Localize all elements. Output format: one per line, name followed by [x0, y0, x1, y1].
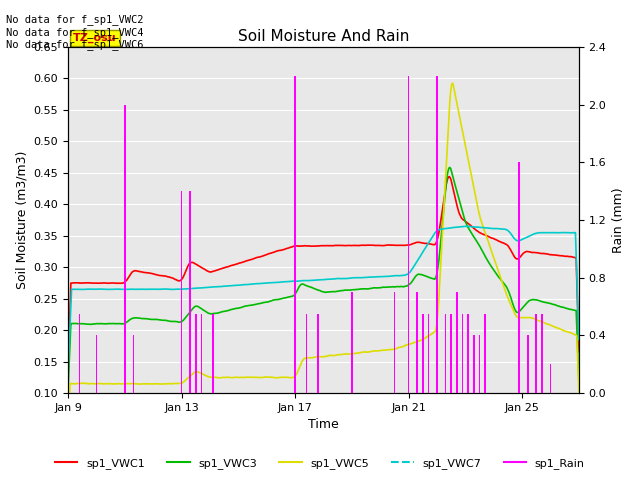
Bar	[79, 314, 80, 393]
Y-axis label: Rain (mm): Rain (mm)	[612, 187, 625, 253]
Bar	[189, 191, 191, 393]
Bar	[451, 314, 452, 393]
Bar	[132, 336, 134, 393]
Title: Soil Moisture And Rain: Soil Moisture And Rain	[237, 29, 409, 44]
Bar	[527, 336, 529, 393]
Bar	[317, 314, 319, 393]
Bar	[200, 314, 202, 393]
Bar	[461, 314, 463, 393]
Bar	[550, 364, 551, 393]
Bar	[212, 314, 214, 393]
Bar	[180, 191, 182, 393]
Bar	[484, 314, 486, 393]
Bar	[416, 292, 418, 393]
Bar	[394, 292, 395, 393]
Bar	[541, 314, 543, 393]
Bar	[408, 76, 410, 393]
Bar	[294, 76, 296, 393]
Bar	[124, 105, 125, 393]
Bar	[456, 292, 458, 393]
Bar	[479, 336, 480, 393]
Text: TZ_osu: TZ_osu	[73, 33, 116, 44]
Bar	[518, 162, 520, 393]
Bar	[422, 314, 424, 393]
Bar	[436, 76, 438, 393]
Y-axis label: Soil Moisture (m3/m3): Soil Moisture (m3/m3)	[15, 151, 28, 289]
Bar	[536, 314, 537, 393]
Legend: sp1_VWC1, sp1_VWC3, sp1_VWC5, sp1_VWC7, sp1_Rain: sp1_VWC1, sp1_VWC3, sp1_VWC5, sp1_VWC7, …	[51, 454, 589, 473]
Bar	[445, 314, 446, 393]
Bar	[195, 314, 196, 393]
Bar	[428, 314, 429, 393]
X-axis label: Time: Time	[308, 419, 339, 432]
Bar	[467, 314, 469, 393]
Bar	[473, 336, 475, 393]
Bar	[351, 292, 353, 393]
Text: No data for f_sp1_VWC2
No data for f_sp1_VWC4
No data for f_sp1_VWC6: No data for f_sp1_VWC2 No data for f_sp1…	[6, 14, 144, 50]
Bar	[95, 336, 97, 393]
Bar	[306, 314, 307, 393]
